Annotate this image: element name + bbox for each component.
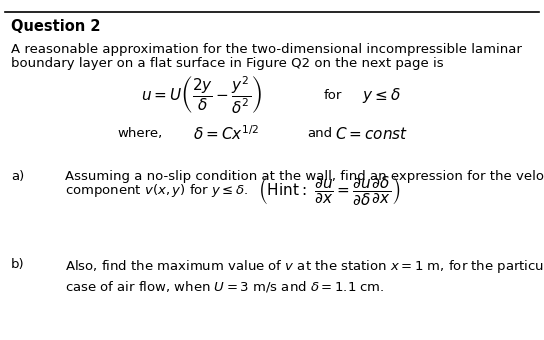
Text: where,: where,	[117, 128, 162, 140]
Text: boundary layer on a flat surface in Figure Q2 on the next page is: boundary layer on a flat surface in Figu…	[11, 57, 443, 70]
Text: a): a)	[11, 170, 24, 183]
Text: $y \leq \delta$: $y \leq \delta$	[362, 86, 400, 105]
Text: for: for	[324, 89, 342, 102]
Text: $C = \mathit{const}$: $C = \mathit{const}$	[335, 126, 407, 142]
Text: $\delta = Cx^{1/2}$: $\delta = Cx^{1/2}$	[193, 125, 259, 143]
Text: Question 2: Question 2	[11, 19, 101, 34]
Text: Also, find the maximum value of $v$ at the station $x = 1$ m, for the particular: Also, find the maximum value of $v$ at t…	[65, 258, 544, 275]
Text: A reasonable approximation for the two-dimensional incompressible laminar: A reasonable approximation for the two-d…	[11, 42, 522, 55]
Text: and: and	[307, 128, 332, 140]
Text: $u = U\left(\dfrac{2y}{\delta} - \dfrac{y^2}{\delta^2}\right)$: $u = U\left(\dfrac{2y}{\delta} - \dfrac{…	[141, 74, 262, 116]
Text: Assuming a no-slip condition at the wall, find an expression for the velocity: Assuming a no-slip condition at the wall…	[65, 170, 544, 183]
Text: component $v(x, y)$ for $y \leq \delta$.: component $v(x, y)$ for $y \leq \delta$.	[65, 182, 249, 199]
Text: $\left(\mathrm{Hint:}\ \dfrac{\partial u}{\partial x} = \dfrac{\partial u}{\part: $\left(\mathrm{Hint:}\ \dfrac{\partial u…	[258, 174, 400, 207]
Text: case of air flow, when $U = 3$ m/s and $\delta = 1.1$ cm.: case of air flow, when $U = 3$ m/s and $…	[65, 279, 385, 294]
Text: b): b)	[11, 258, 24, 271]
